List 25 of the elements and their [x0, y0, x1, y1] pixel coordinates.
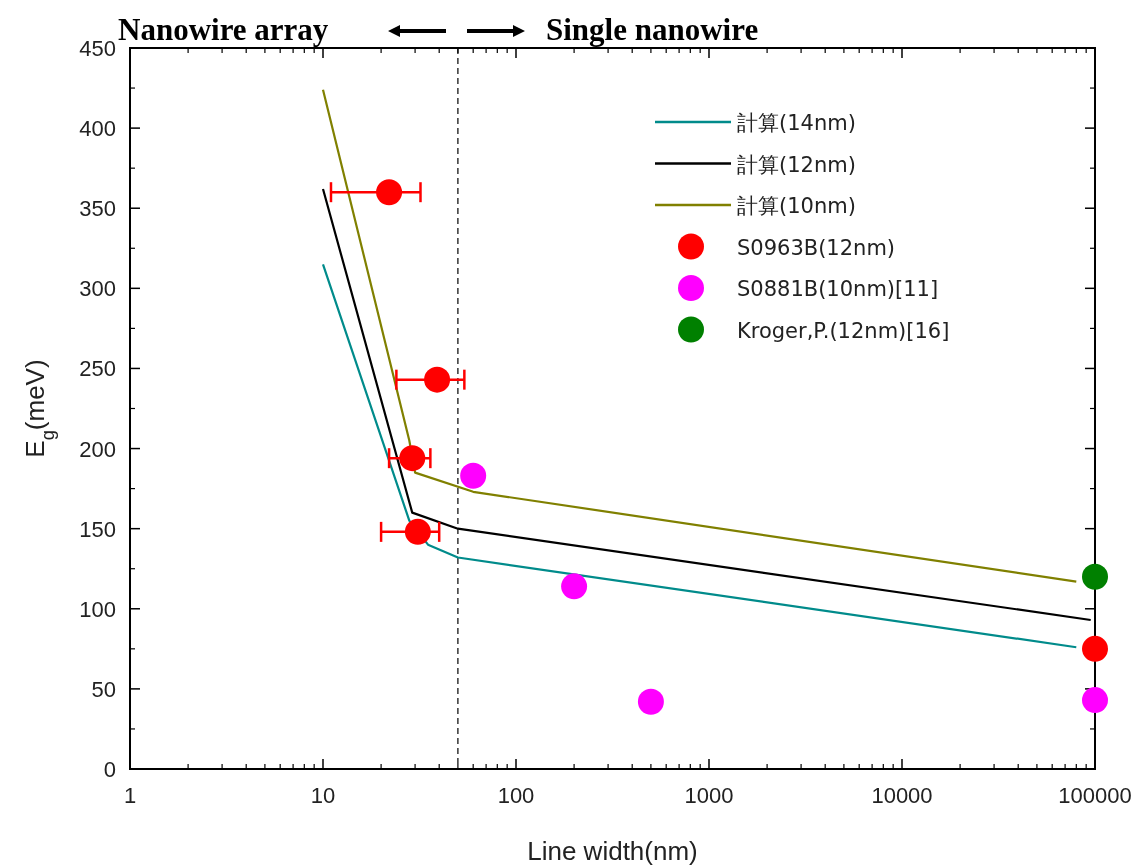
legend-label: Kroger,P.(12nm)[16]: [737, 318, 950, 343]
x-tick-label: 10000: [871, 783, 933, 808]
legend-label: S0881B(10nm)[11]: [737, 277, 939, 301]
y-tick-label: 400: [79, 116, 116, 142]
y-tick-label: 100: [79, 596, 116, 622]
x-axis-title: Line width(nm): [527, 836, 698, 866]
text: Nanowire array: [118, 12, 329, 47]
text: Single nanowire: [546, 12, 759, 47]
y-tick-label: 350: [79, 196, 116, 222]
y-tick-label: 50: [91, 676, 116, 702]
x-tick-label: 100: [497, 783, 535, 808]
x-tick-label: 1: [123, 783, 137, 808]
y-tick-label: 300: [79, 276, 116, 302]
y-tick-label: 150: [79, 516, 116, 542]
legend-label: 計算(10nm): [737, 194, 856, 218]
x-tick-label: 10: [310, 783, 336, 808]
y-tick-label: 200: [79, 436, 116, 462]
y-tick-label: 450: [79, 36, 116, 61]
x-tick-label: 100000: [1058, 783, 1132, 808]
legend-label: 計算(12nm): [737, 152, 856, 177]
x-tick-label: 1000: [684, 783, 734, 808]
legend-label: S0963B(12nm): [737, 235, 896, 260]
y-tick-label: 250: [79, 356, 116, 382]
legend-label: 計算(14nm): [737, 111, 856, 135]
y-tick-label: 0: [103, 757, 116, 782]
